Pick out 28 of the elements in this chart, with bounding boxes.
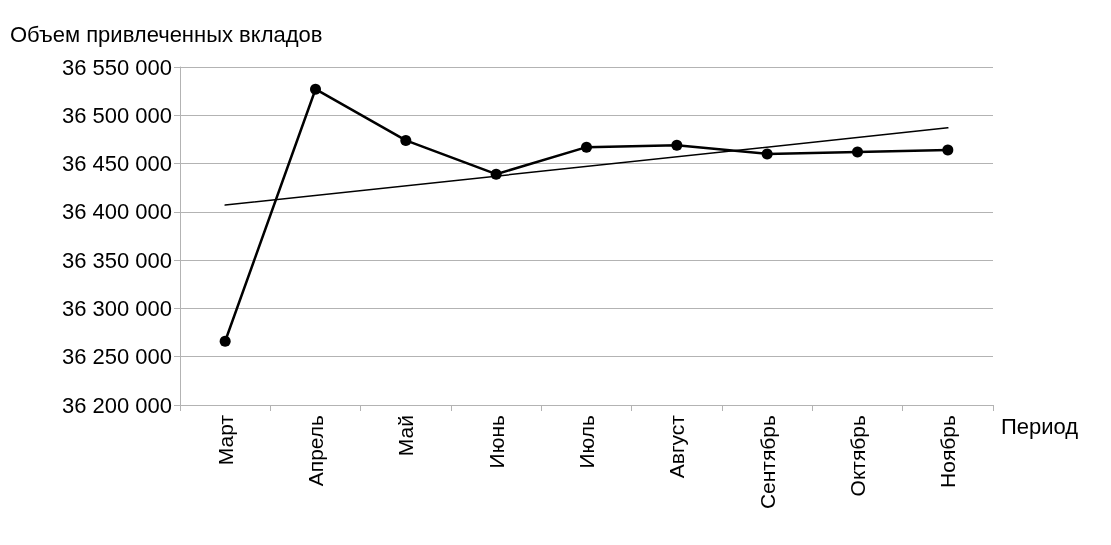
point <box>490 168 502 180</box>
x-tick-label: Июнь <box>484 414 508 469</box>
x-tick-label: Март <box>213 414 237 466</box>
point <box>219 335 231 347</box>
x-tick-label: Июль <box>575 414 598 469</box>
x-tick-label: Май <box>394 415 418 457</box>
point <box>310 83 321 95</box>
x-axis-title: Период <box>1001 413 1079 439</box>
y-tick-label: 36 250 000 <box>61 344 172 370</box>
point <box>852 146 863 158</box>
point <box>581 141 592 153</box>
y-tick-label: 36 500 000 <box>61 102 172 128</box>
y-tick-label: 36 300 000 <box>61 295 172 321</box>
point <box>761 148 773 160</box>
y-tick-label: 36 350 000 <box>61 247 172 273</box>
point <box>400 134 412 146</box>
point <box>942 144 954 156</box>
y-axis-title: Объем привлеченных вкладов <box>10 21 323 47</box>
x-tick-label: Октябрь <box>846 414 869 497</box>
x-tick-label: Август <box>665 414 689 479</box>
y-tick-label: 36 400 000 <box>61 199 172 225</box>
y-tick-label: 36 450 000 <box>61 151 172 177</box>
x-tick-label: Сентябрь <box>755 414 779 510</box>
x-tick-label: Апрель <box>304 414 327 487</box>
y-tick-label: 36 200 000 <box>61 392 172 418</box>
point <box>671 139 683 151</box>
x-tick-label: Ноябрь <box>936 414 960 488</box>
y-tick-label: 36 550 000 <box>61 54 172 80</box>
